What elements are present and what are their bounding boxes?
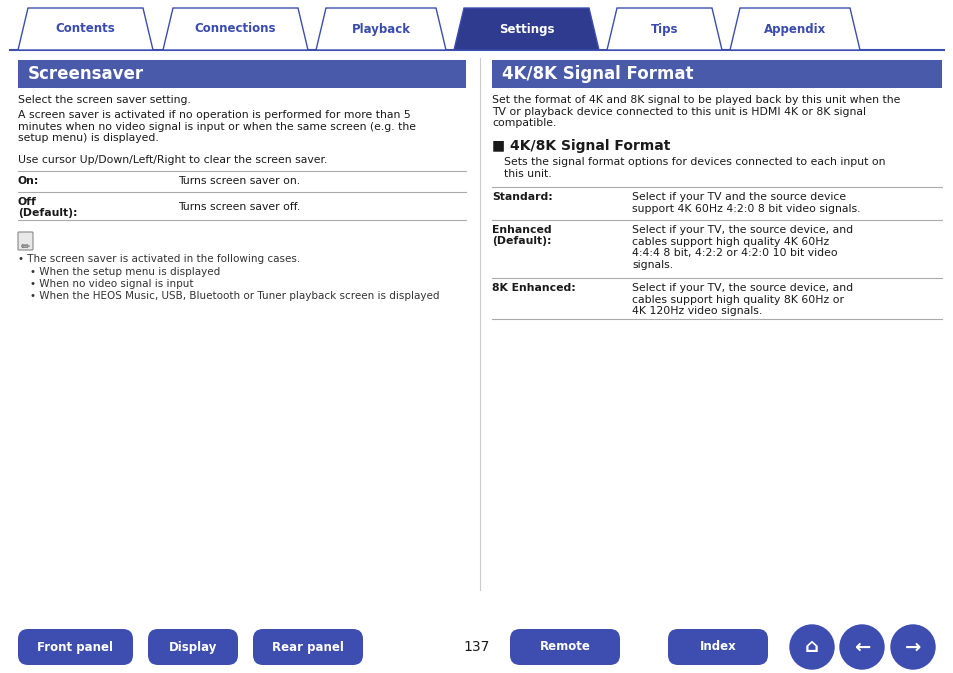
Text: Screensaver: Screensaver [28, 65, 144, 83]
Text: (Default):: (Default): [18, 208, 77, 218]
Text: ■ 4K/8K Signal Format: ■ 4K/8K Signal Format [492, 139, 670, 153]
Text: A screen saver is activated if no operation is performed for more than 5
minutes: A screen saver is activated if no operat… [18, 110, 416, 143]
Text: Turns screen saver on.: Turns screen saver on. [178, 176, 300, 186]
Polygon shape [729, 8, 859, 50]
Text: Select if your TV, the source device, and
cables support high quality 4K 60Hz
4:: Select if your TV, the source device, an… [631, 225, 852, 270]
Polygon shape [454, 8, 598, 50]
Text: Off: Off [18, 197, 37, 207]
Text: 8K Enhanced:: 8K Enhanced: [492, 283, 576, 293]
Text: On:: On: [18, 176, 39, 186]
Text: ←: ← [853, 637, 869, 656]
Text: Front panel: Front panel [37, 641, 113, 653]
Text: Remote: Remote [539, 641, 590, 653]
FancyBboxPatch shape [510, 629, 619, 665]
Text: Select if your TV and the source device
support 4K 60Hz 4:2:0 8 bit video signal: Select if your TV and the source device … [631, 192, 860, 213]
Text: Index: Index [699, 641, 736, 653]
Text: Use cursor Up/Down/Left/Right to clear the screen saver.: Use cursor Up/Down/Left/Right to clear t… [18, 155, 327, 165]
FancyBboxPatch shape [18, 629, 132, 665]
Circle shape [840, 625, 883, 669]
Text: Rear panel: Rear panel [272, 641, 344, 653]
Text: ⌂: ⌂ [804, 637, 818, 656]
Text: Select if your TV, the source device, and
cables support high quality 8K 60Hz or: Select if your TV, the source device, an… [631, 283, 852, 316]
Text: →: → [903, 637, 921, 656]
Polygon shape [315, 8, 446, 50]
Text: Settings: Settings [498, 22, 554, 36]
Text: (Default):: (Default): [492, 236, 551, 246]
Text: 4K/8K Signal Format: 4K/8K Signal Format [501, 65, 693, 83]
FancyBboxPatch shape [667, 629, 767, 665]
Text: • When no video signal is input: • When no video signal is input [30, 279, 193, 289]
Bar [492, 60, 941, 88]
Circle shape [890, 625, 934, 669]
Text: Appendix: Appendix [763, 22, 825, 36]
Polygon shape [18, 8, 152, 50]
Text: • The screen saver is activated in the following cases.: • The screen saver is activated in the f… [18, 254, 300, 264]
Text: Turns screen saver off.: Turns screen saver off. [178, 202, 300, 212]
Polygon shape [606, 8, 721, 50]
Text: • When the HEOS Music, USB, Bluetooth or Tuner playback screen is displayed: • When the HEOS Music, USB, Bluetooth or… [30, 291, 439, 301]
Polygon shape [163, 8, 308, 50]
Text: Playback: Playback [351, 22, 410, 36]
Circle shape [789, 625, 833, 669]
Text: Display: Display [169, 641, 217, 653]
Text: Standard:: Standard: [492, 192, 552, 202]
Bar [18, 60, 465, 88]
Text: Sets the signal format options for devices connected to each input on
this unit.: Sets the signal format options for devic… [503, 157, 884, 178]
Text: Select the screen saver setting.: Select the screen saver setting. [18, 95, 191, 105]
Text: Enhanced: Enhanced [492, 225, 551, 235]
Text: Contents: Contents [55, 22, 115, 36]
FancyBboxPatch shape [253, 629, 363, 665]
Text: Set the format of 4K and 8K signal to be played back by this unit when the
TV or: Set the format of 4K and 8K signal to be… [492, 95, 900, 128]
FancyBboxPatch shape [18, 232, 33, 250]
Text: Tips: Tips [650, 22, 678, 36]
Text: Connections: Connections [194, 22, 276, 36]
Text: 137: 137 [463, 640, 490, 654]
Text: ✏: ✏ [21, 242, 30, 252]
Text: • When the setup menu is displayed: • When the setup menu is displayed [30, 267, 220, 277]
FancyBboxPatch shape [148, 629, 237, 665]
